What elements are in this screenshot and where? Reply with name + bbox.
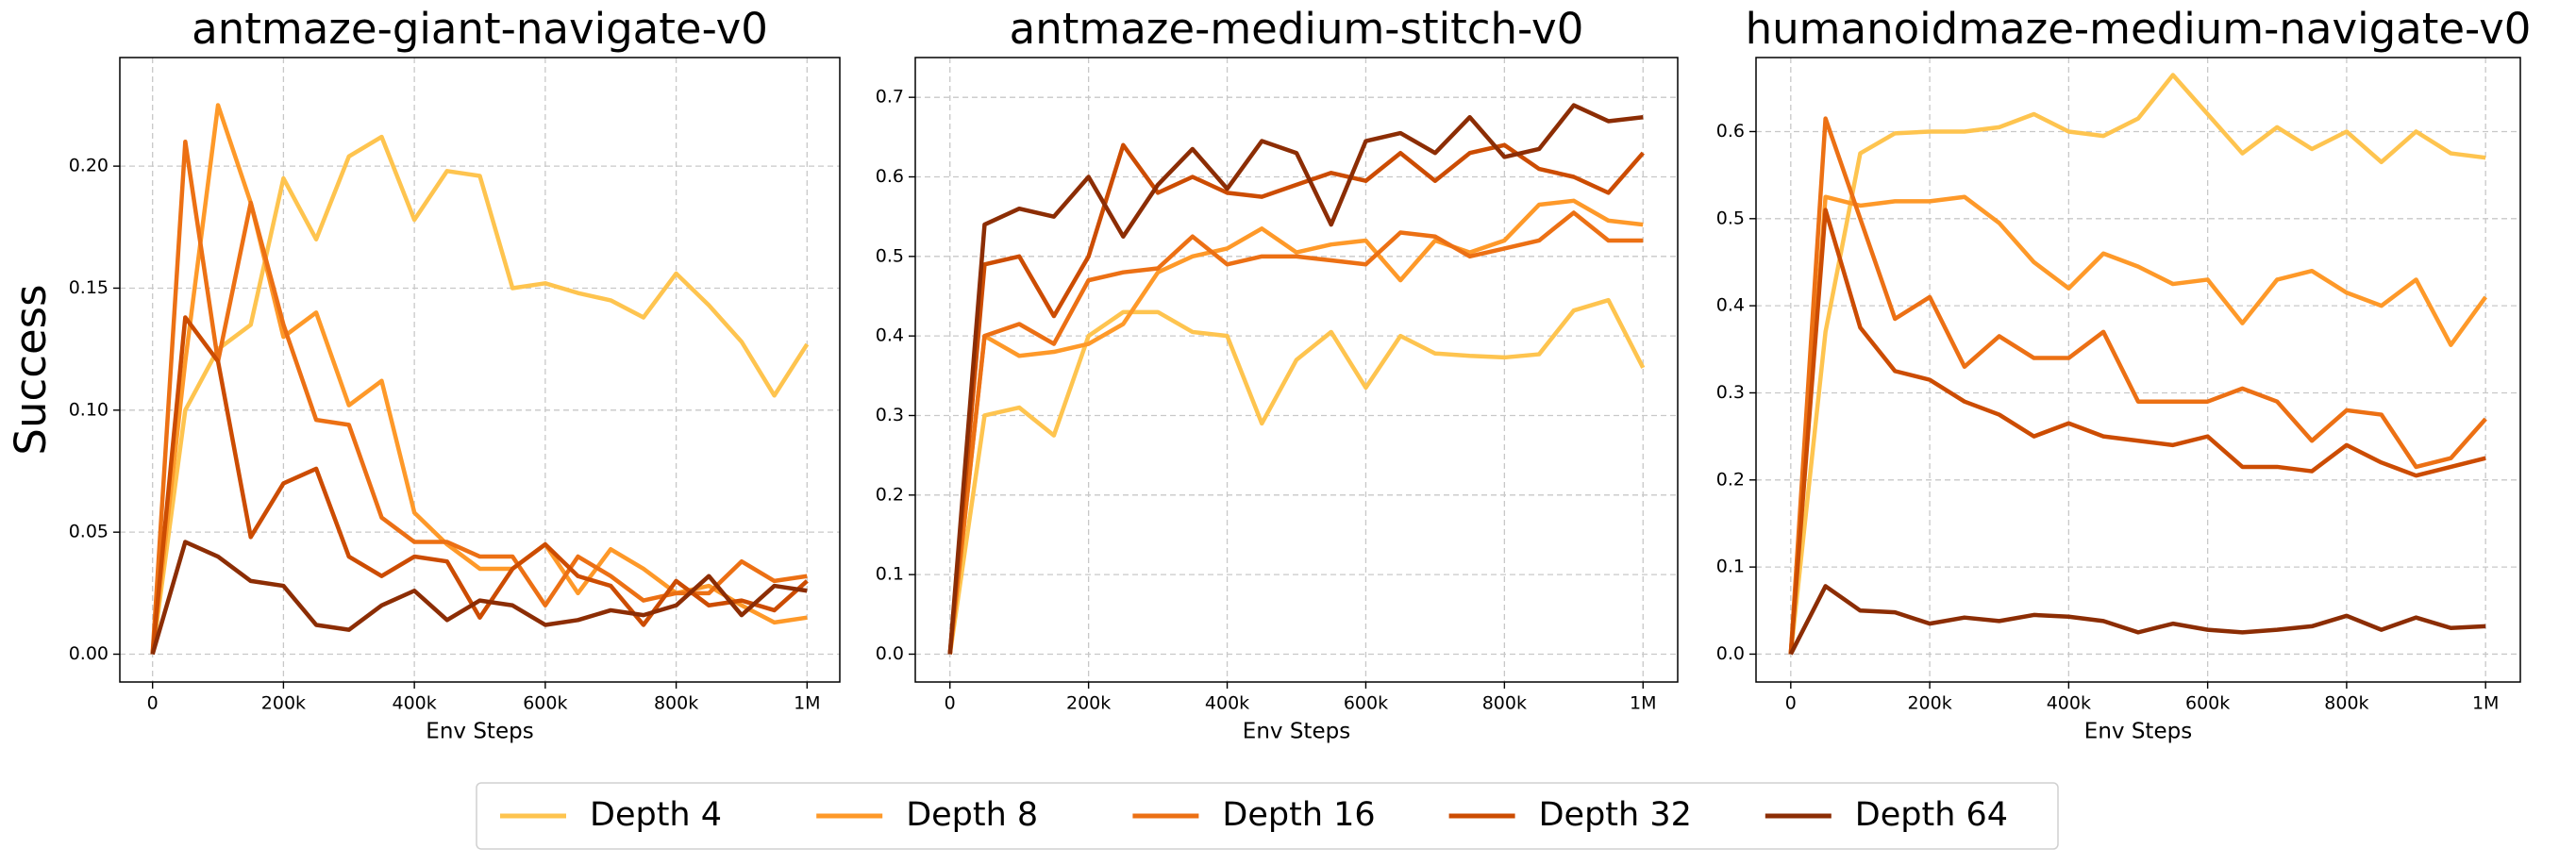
y-tick-label: 0.2 (876, 484, 904, 505)
x-tick-label: 0 (1785, 693, 1797, 714)
series-line (150, 540, 808, 656)
series-line (150, 134, 810, 655)
y-tick-label: 0.5 (1716, 208, 1745, 228)
y-tick-label: 0.20 (69, 156, 109, 176)
series-line (150, 315, 809, 655)
series-line (947, 103, 1644, 655)
y-tick-label: 0.2 (1716, 469, 1745, 490)
x-tick-label: 600k (1344, 693, 1388, 714)
series-line (947, 198, 1644, 655)
series-line (1788, 584, 2486, 656)
x-tick-label: 0 (147, 693, 159, 714)
series-line (1788, 208, 2486, 655)
series-line (150, 140, 808, 655)
series-line (947, 297, 1646, 655)
legend-label: Depth 4 (590, 796, 722, 834)
y-tick-label: 0.6 (1716, 121, 1745, 141)
axes-frame (914, 57, 1679, 683)
legend-label: Depth 16 (1222, 796, 1375, 834)
x-tick-label: 200k (1907, 693, 1951, 714)
x-axis-label: Env Steps (426, 720, 533, 744)
y-tick-label: 0.00 (69, 643, 109, 664)
series-line (1788, 73, 2486, 655)
x-tick-label: 600k (2185, 693, 2230, 714)
legend-box (476, 782, 2059, 850)
x-tick-label: 0 (945, 693, 956, 714)
chart-title: humanoidmaze-medium-navigate-v0 (1746, 4, 2532, 54)
x-axis-label: Env Steps (2084, 720, 2192, 744)
y-tick-label: 0.4 (876, 325, 904, 346)
x-tick-label: 200k (261, 693, 306, 714)
axes-frame (1755, 57, 2521, 683)
y-tick-label: 0.0 (1716, 643, 1745, 664)
y-tick-label: 0.7 (876, 87, 904, 108)
y-tick-label: 0.5 (876, 245, 904, 266)
series-line (150, 103, 808, 655)
chart-title: antmaze-medium-stitch-v0 (1010, 4, 1584, 54)
series-line (947, 210, 1644, 655)
legend-label: Depth 32 (1539, 796, 1692, 834)
legend-label: Depth 8 (906, 796, 1038, 834)
y-axis-label: Success (6, 284, 56, 455)
series-line (1788, 116, 2487, 655)
x-tick-label: 1M (1630, 693, 1656, 714)
x-tick-label: 1M (2472, 693, 2499, 714)
x-tick-label: 400k (2047, 693, 2091, 714)
x-tick-label: 800k (1482, 693, 1527, 714)
series-line (947, 142, 1645, 655)
y-tick-label: 0.1 (1716, 557, 1745, 577)
x-axis-label: Env Steps (1243, 720, 1350, 744)
y-tick-label: 0.15 (69, 277, 109, 298)
legend-label: Depth 64 (1855, 796, 2008, 834)
y-tick-label: 0.05 (69, 522, 109, 542)
y-tick-label: 0.3 (1716, 382, 1745, 403)
series-line (1788, 194, 2488, 655)
y-tick-label: 0.3 (876, 405, 904, 425)
y-tick-label: 0.4 (1716, 295, 1745, 316)
x-tick-label: 400k (1205, 693, 1249, 714)
x-tick-label: 800k (2324, 693, 2368, 714)
y-tick-label: 0.10 (69, 399, 109, 420)
x-tick-label: 1M (794, 693, 820, 714)
y-tick-label: 0.0 (876, 643, 904, 664)
x-tick-label: 800k (654, 693, 698, 714)
y-tick-label: 0.6 (876, 166, 904, 187)
x-tick-label: 600k (523, 693, 567, 714)
y-tick-label: 0.1 (876, 564, 904, 585)
x-tick-label: 400k (392, 693, 436, 714)
chart-title: antmaze-giant-navigate-v0 (192, 4, 768, 54)
x-tick-label: 200k (1066, 693, 1111, 714)
axes-frame (119, 57, 841, 683)
